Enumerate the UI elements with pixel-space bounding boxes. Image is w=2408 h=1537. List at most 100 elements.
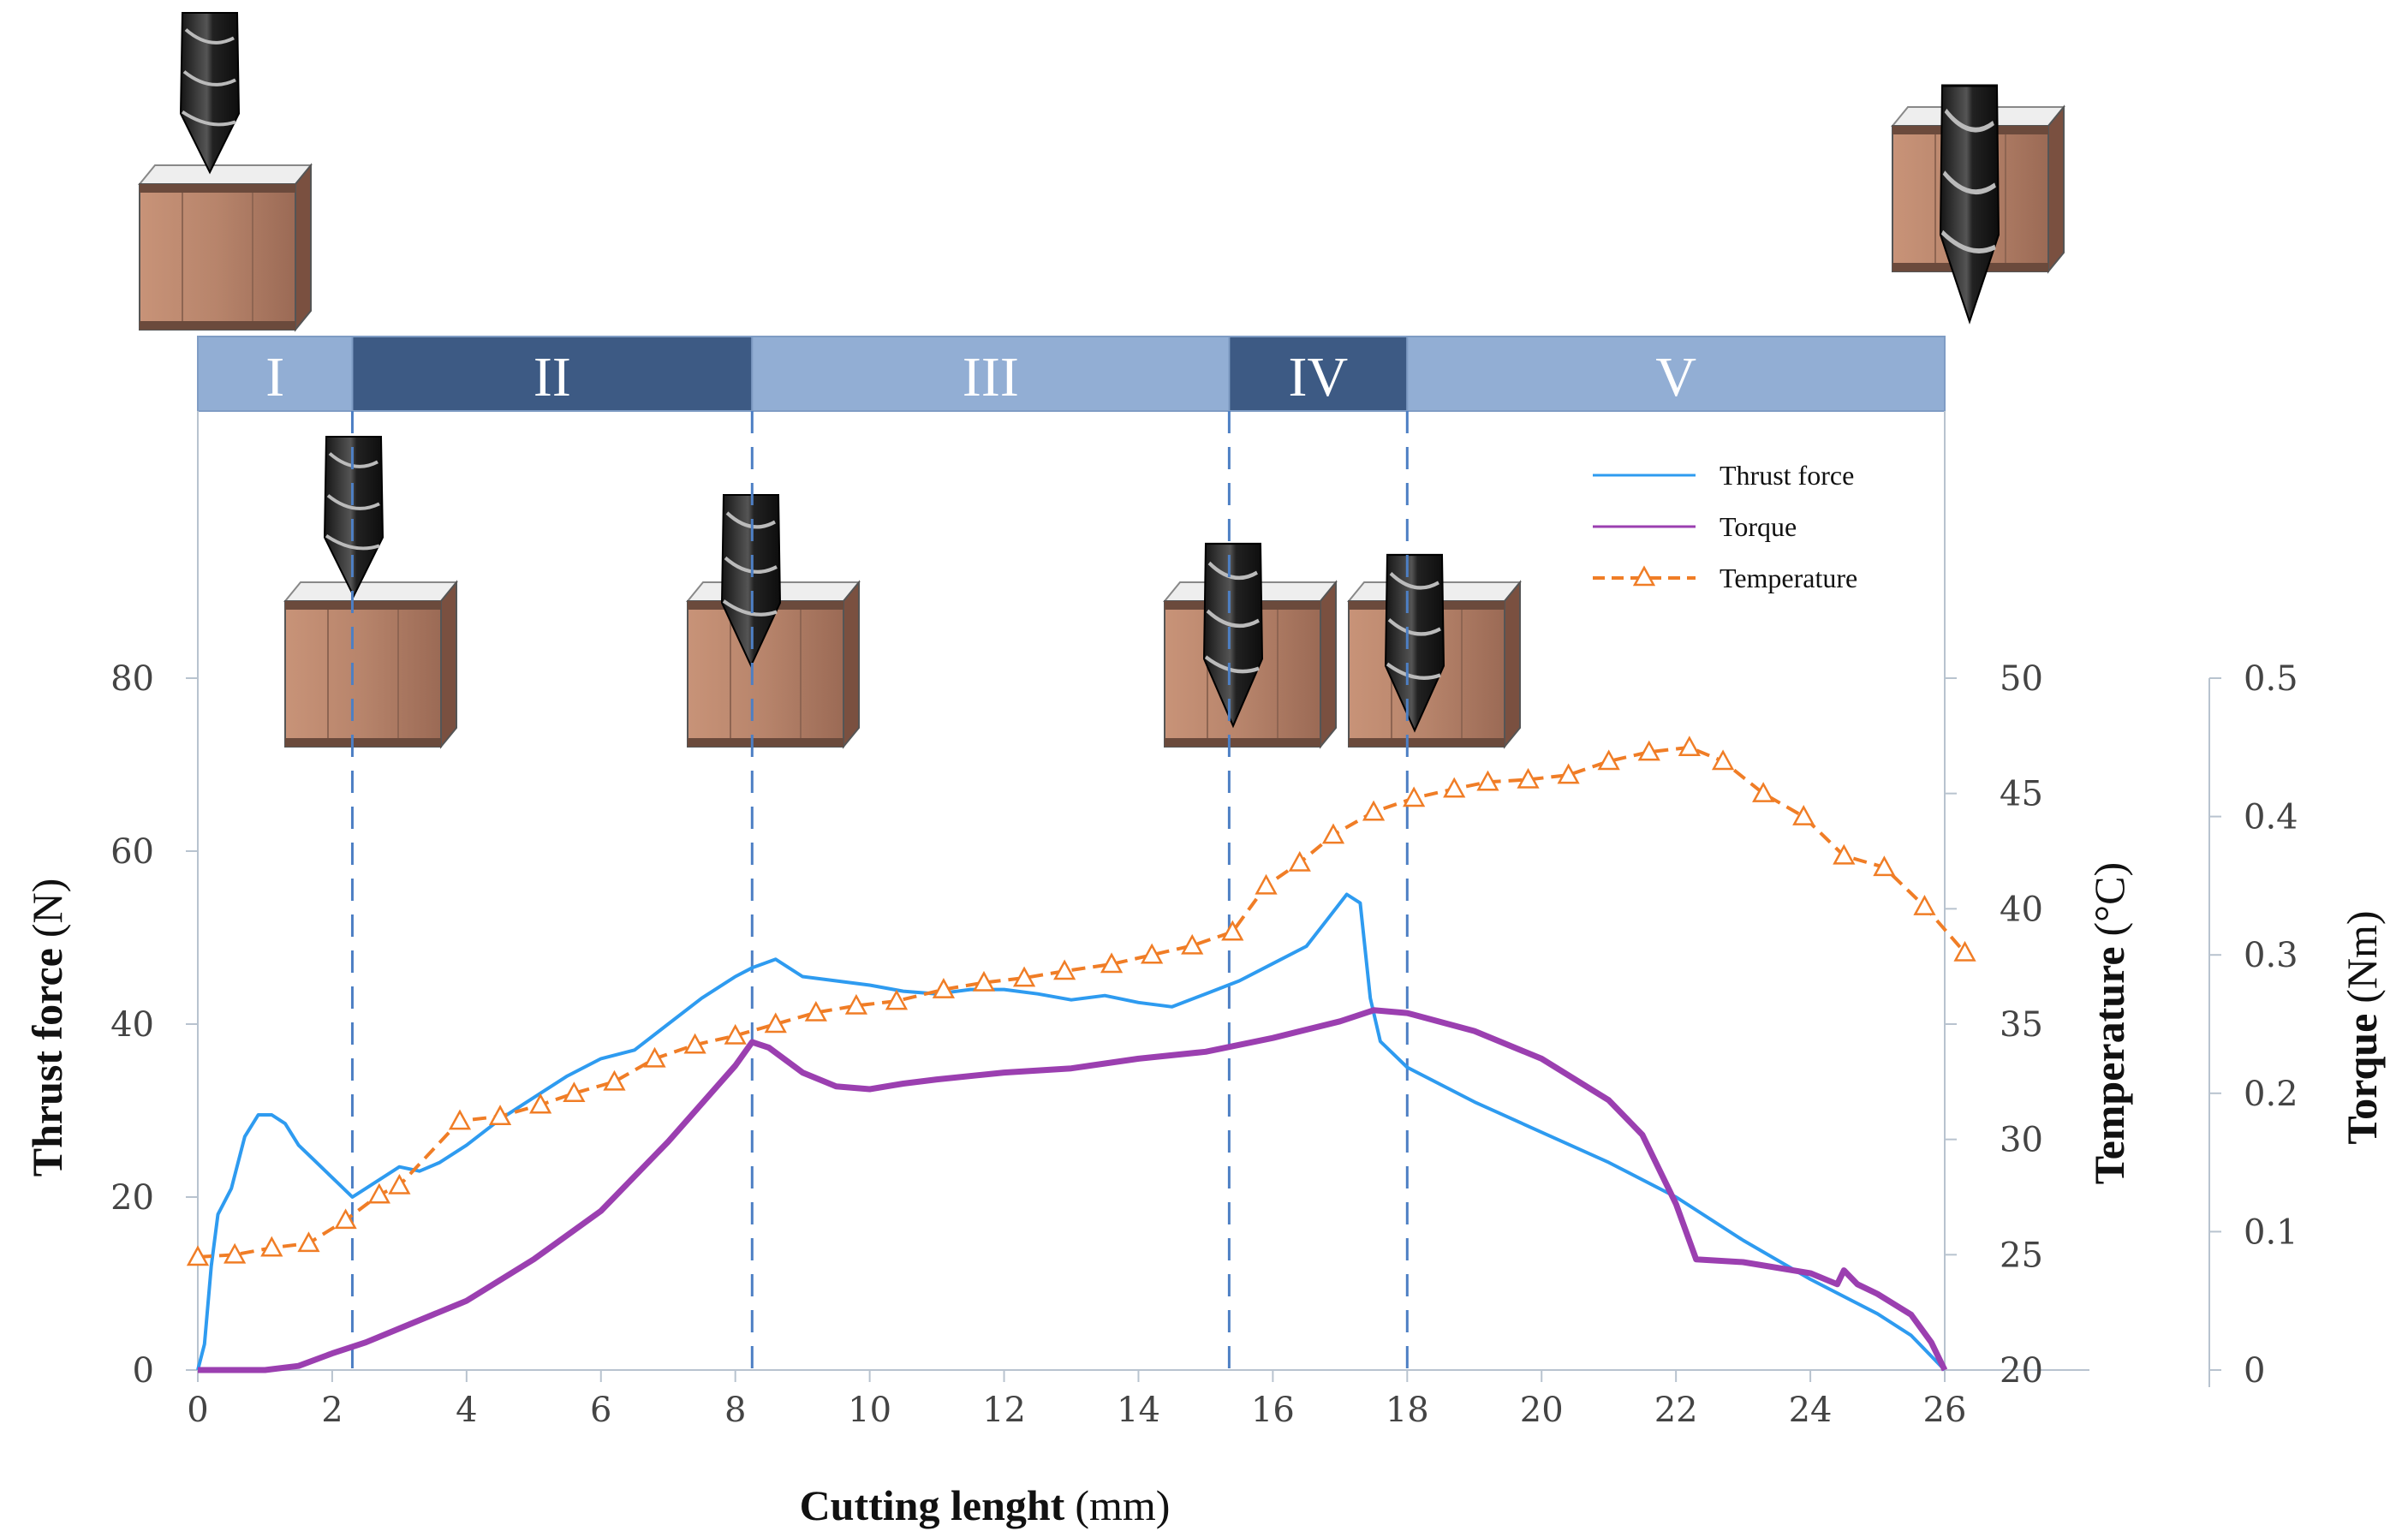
temperature-marker-2 <box>260 1236 283 1257</box>
temperature-marker-16 <box>804 1000 827 1022</box>
x-tick-label-8: 8 <box>724 1391 746 1430</box>
temperature-marker-30 <box>1362 800 1386 821</box>
y-torque-axis-title-unit: (Nm) <box>2338 910 2386 1003</box>
legend-label-torque: Torque <box>1720 511 1797 542</box>
y-torque-tick-label-0-5: 0.5 <box>2244 659 2298 699</box>
temperature-marker-19 <box>932 978 956 998</box>
x-tick-label-10: 10 <box>848 1391 891 1430</box>
temperature-marker-10 <box>563 1081 586 1103</box>
drill-block-illustration-5 <box>1348 555 1521 748</box>
x-tick-label-16: 16 <box>1251 1391 1295 1430</box>
stage-block-iii <box>751 336 1231 412</box>
temperature-marker-3 <box>297 1231 320 1253</box>
temperature-marker-45 <box>1953 940 1976 962</box>
x-tick-label-22: 22 <box>1654 1391 1698 1430</box>
y-torque-axis-title-name: Torque <box>2338 1014 2386 1145</box>
y-torque-tick-label-0-1: 0.1 <box>2244 1212 2298 1252</box>
y-temp-tick-label-50: 50 <box>2000 659 2043 699</box>
x-tick-label-18: 18 <box>1386 1391 1429 1430</box>
temperature-marker-37 <box>1637 740 1660 761</box>
y-temp-tick-label-30: 30 <box>2000 1121 2043 1160</box>
x-tick-label-12: 12 <box>982 1391 1026 1430</box>
temperature-marker-12 <box>643 1046 666 1068</box>
series-line-thrust-force <box>196 892 1946 1372</box>
drill-block-illustration-3 <box>687 495 860 748</box>
stage-block-ii <box>351 336 754 412</box>
y-left-tick-label-40: 40 <box>110 1005 154 1045</box>
x-tick-label-26: 26 <box>1923 1391 1967 1430</box>
temperature-marker-15 <box>764 1012 787 1034</box>
drill-block-illustration-4 <box>1164 544 1337 748</box>
x-axis-title-unit: (mm) <box>1075 1481 1170 1529</box>
stage-label-ii: II <box>533 346 571 408</box>
temperature-marker-34 <box>1517 767 1540 789</box>
y-torque-tick-label-0-4: 0.4 <box>2244 798 2298 837</box>
temperature-marker-44 <box>1913 895 1936 915</box>
temperature-marker-35 <box>1557 763 1580 784</box>
legend-marker-temperature <box>1632 565 1656 587</box>
temperature-marker-24 <box>1141 943 1164 964</box>
temperature-marker-4 <box>334 1208 357 1230</box>
x-tick-label-14: 14 <box>1117 1391 1160 1430</box>
temperature-marker-32 <box>1443 777 1466 798</box>
y-torque-tick-label-0: 0 <box>2244 1351 2265 1391</box>
temperature-marker-31 <box>1403 786 1426 807</box>
y-temp-axis-title-unit: (°C) <box>2085 862 2133 937</box>
temperature-marker-7 <box>448 1109 472 1130</box>
y-temp-tick-label-40: 40 <box>2000 890 2043 929</box>
temperature-marker-18 <box>885 989 909 1010</box>
stage-block-v <box>1406 336 1946 412</box>
y-left-tick-label-20: 20 <box>110 1178 154 1218</box>
x-tick-label-0: 0 <box>187 1391 208 1430</box>
x-tick-label-20: 20 <box>1520 1391 1564 1430</box>
y-temp-tick-label-25: 25 <box>2000 1236 2043 1275</box>
y-left-tick-label-60: 60 <box>110 832 154 872</box>
series-line-torque <box>198 1007 1948 1373</box>
stage-label-iii: III <box>963 346 1019 408</box>
temperature-marker-21 <box>1012 966 1036 987</box>
series-line-temperature <box>197 745 1967 1259</box>
x-axis-title-name: Cutting lenght <box>800 1481 1065 1529</box>
y-torque-tick-label-0-3: 0.3 <box>2244 936 2298 975</box>
stage-label-v: V <box>1655 346 1696 408</box>
stage-boundaries <box>350 411 1409 1370</box>
stage-block-i <box>197 336 354 412</box>
stage-label-i: I <box>265 346 284 408</box>
temperature-marker-23 <box>1100 952 1124 974</box>
y-left-axis-title-unit: (N) <box>23 879 71 938</box>
y-torque-tick-label-0-2: 0.2 <box>2244 1075 2298 1114</box>
legend: Thrust force Torque Temperature <box>1593 460 1857 593</box>
temperature-marker-33 <box>1476 770 1499 791</box>
drill-block-illustration-2 <box>284 435 457 748</box>
temperature-marker-1 <box>224 1242 247 1264</box>
temperature-marker-5 <box>367 1183 390 1204</box>
y-left-axis-title: Thrust force (N) <box>23 879 71 1177</box>
temperature-marker-14 <box>724 1023 747 1045</box>
stage-bar: I II III IV V <box>197 336 1946 412</box>
temperature-marker-9 <box>529 1093 552 1114</box>
temperature-marker-42 <box>1833 843 1856 865</box>
y-torque-axis-title: Torque (Nm) <box>2338 910 2386 1144</box>
y-temp-tick-label-20: 20 <box>2000 1351 2043 1391</box>
temperature-marker-6 <box>388 1173 411 1194</box>
x-tick-label-2: 2 <box>321 1391 343 1430</box>
x-tick-label-6: 6 <box>590 1391 611 1430</box>
temperature-marker-38 <box>1678 736 1701 757</box>
x-axis-title: Cutting lenght (mm) <box>800 1481 1171 1529</box>
temperature-marker-26 <box>1221 920 1244 941</box>
temperature-marker-8 <box>488 1105 512 1125</box>
temperature-marker-29 <box>1321 823 1345 844</box>
y-left-axis-title-name: Thrust force <box>23 948 71 1177</box>
y-left-tick-label-80: 80 <box>110 659 154 699</box>
temperature-marker-0 <box>186 1245 210 1266</box>
x-tick-label-24: 24 <box>1789 1391 1833 1430</box>
axes: 0 2 4 6 8 10 12 14 16 18 20 22 24 2602040608020253035… <box>110 411 2298 1430</box>
y-temp-axis-title: Temperature (°C) <box>2085 862 2133 1184</box>
y-left-tick-label-0: 0 <box>133 1351 154 1391</box>
temperature-marker-13 <box>683 1033 706 1054</box>
legend-label-thrust: Thrust force <box>1720 460 1854 491</box>
drill-block-illustration-1 <box>139 11 312 331</box>
temperature-marker-11 <box>603 1069 626 1091</box>
temperature-marker-39 <box>1711 749 1735 771</box>
